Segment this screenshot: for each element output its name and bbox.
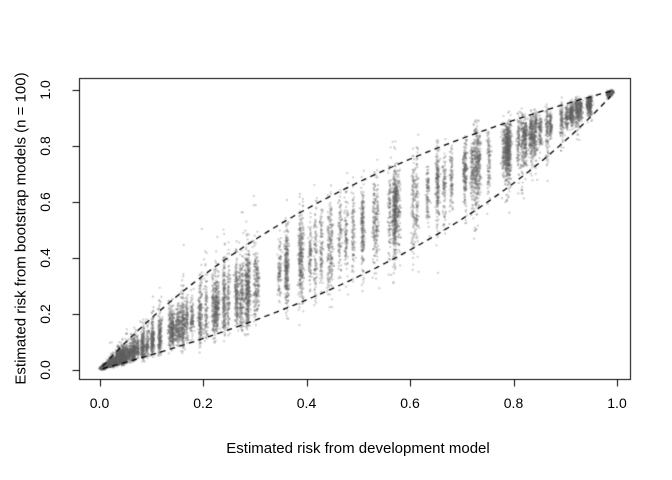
y-tick-label: 1.0 bbox=[37, 79, 53, 100]
y-tick-label: 0.6 bbox=[37, 191, 53, 212]
y-tick-label: 0.4 bbox=[37, 247, 53, 268]
x-axis-title: Estimated risk from development model bbox=[226, 440, 490, 457]
x-tick-label: 0.2 bbox=[193, 395, 213, 411]
x-tick-label: 1.0 bbox=[607, 395, 627, 411]
x-tick-label: 0.0 bbox=[89, 395, 110, 411]
y-tick-label: 0.8 bbox=[37, 135, 53, 156]
x-tick-label: 0.6 bbox=[400, 395, 420, 411]
y-tick-label: 0.2 bbox=[37, 303, 53, 324]
x-tick-label: 0.8 bbox=[503, 395, 524, 411]
x-tick-label: 0.4 bbox=[296, 395, 317, 411]
y-axis-title: Estimated risk from bootstrap models (n … bbox=[12, 72, 30, 385]
y-tick-label: 0.0 bbox=[37, 359, 53, 380]
